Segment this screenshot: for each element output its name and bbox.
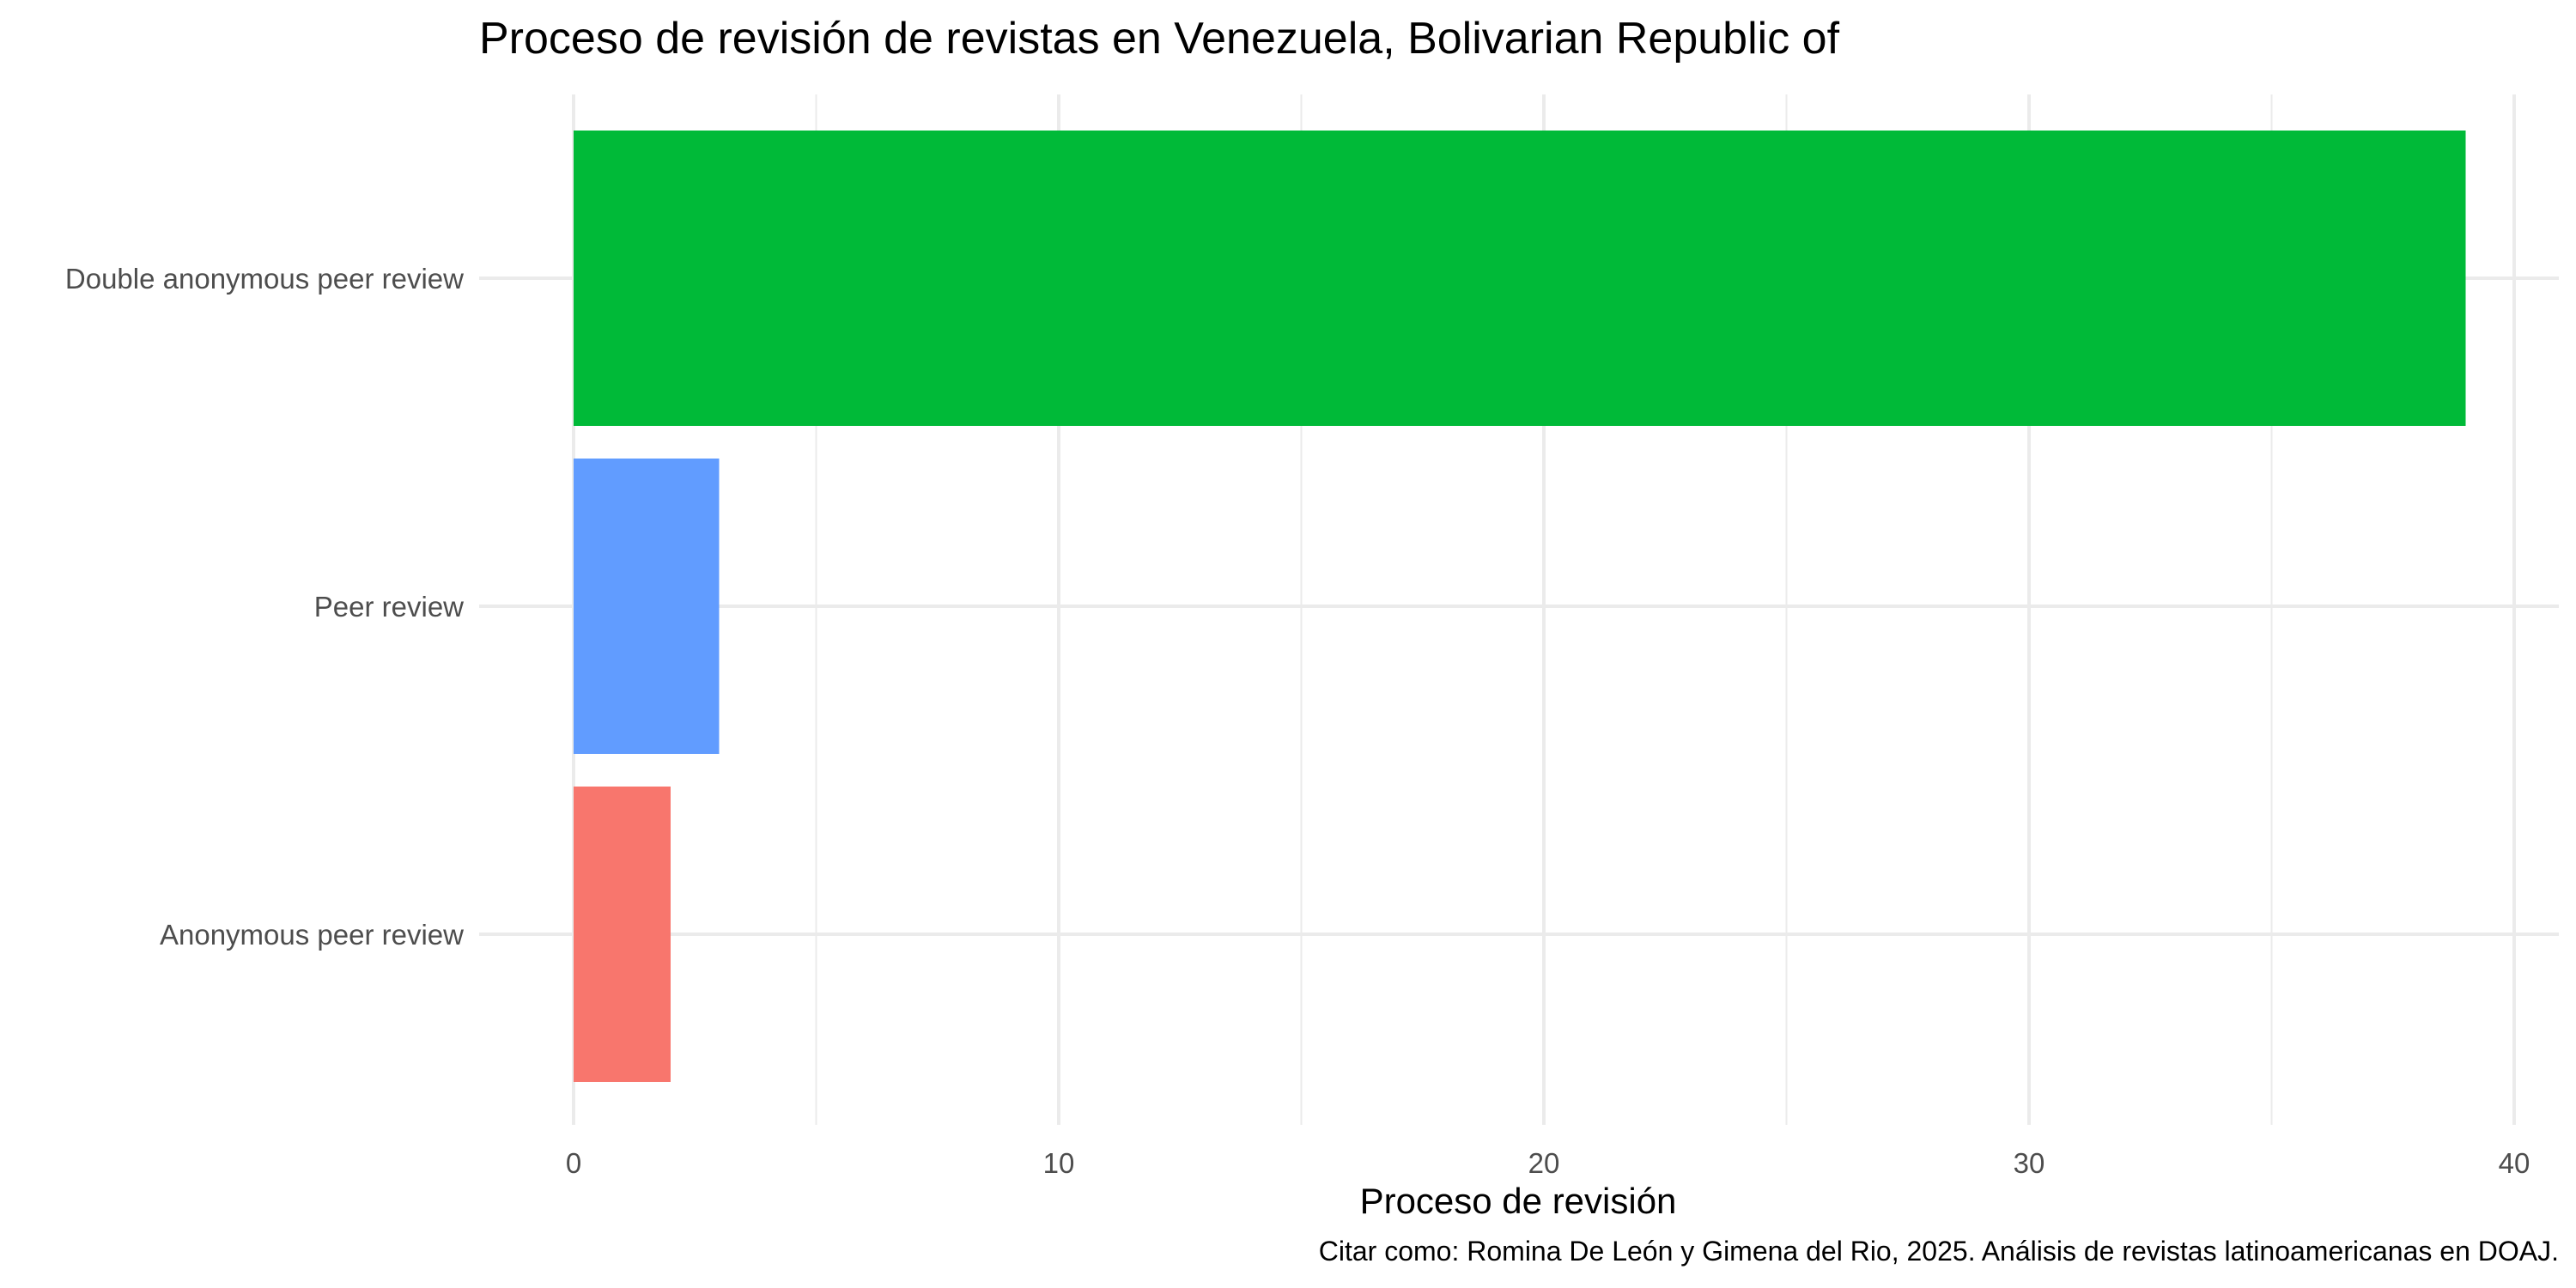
bars — [574, 131, 2466, 1082]
x-axis-title: Proceso de revisión — [1360, 1181, 1677, 1221]
x-tick-label: 40 — [2499, 1147, 2530, 1179]
y-tick-label: Peer review — [314, 591, 464, 623]
chart-caption: Citar como: Romina De León y Gimena del … — [1319, 1236, 2559, 1267]
x-tick-label: 10 — [1043, 1147, 1075, 1179]
x-tick-label: 20 — [1528, 1147, 1560, 1179]
y-tick-label: Anonymous peer review — [160, 919, 464, 951]
bar — [574, 787, 671, 1082]
bar — [574, 131, 2466, 426]
x-tick-label: 30 — [2014, 1147, 2045, 1179]
x-tick-label: 0 — [566, 1147, 581, 1179]
chart-title: Proceso de revisión de revistas en Venez… — [479, 14, 1840, 64]
bar — [574, 459, 720, 754]
x-axis-tick-labels: 0 10 20 30 40 — [566, 1147, 2530, 1179]
y-tick-label: Double anonymous peer review — [65, 263, 464, 295]
y-axis-tick-labels: Anonymous peer review Peer review Double a… — [65, 263, 464, 951]
